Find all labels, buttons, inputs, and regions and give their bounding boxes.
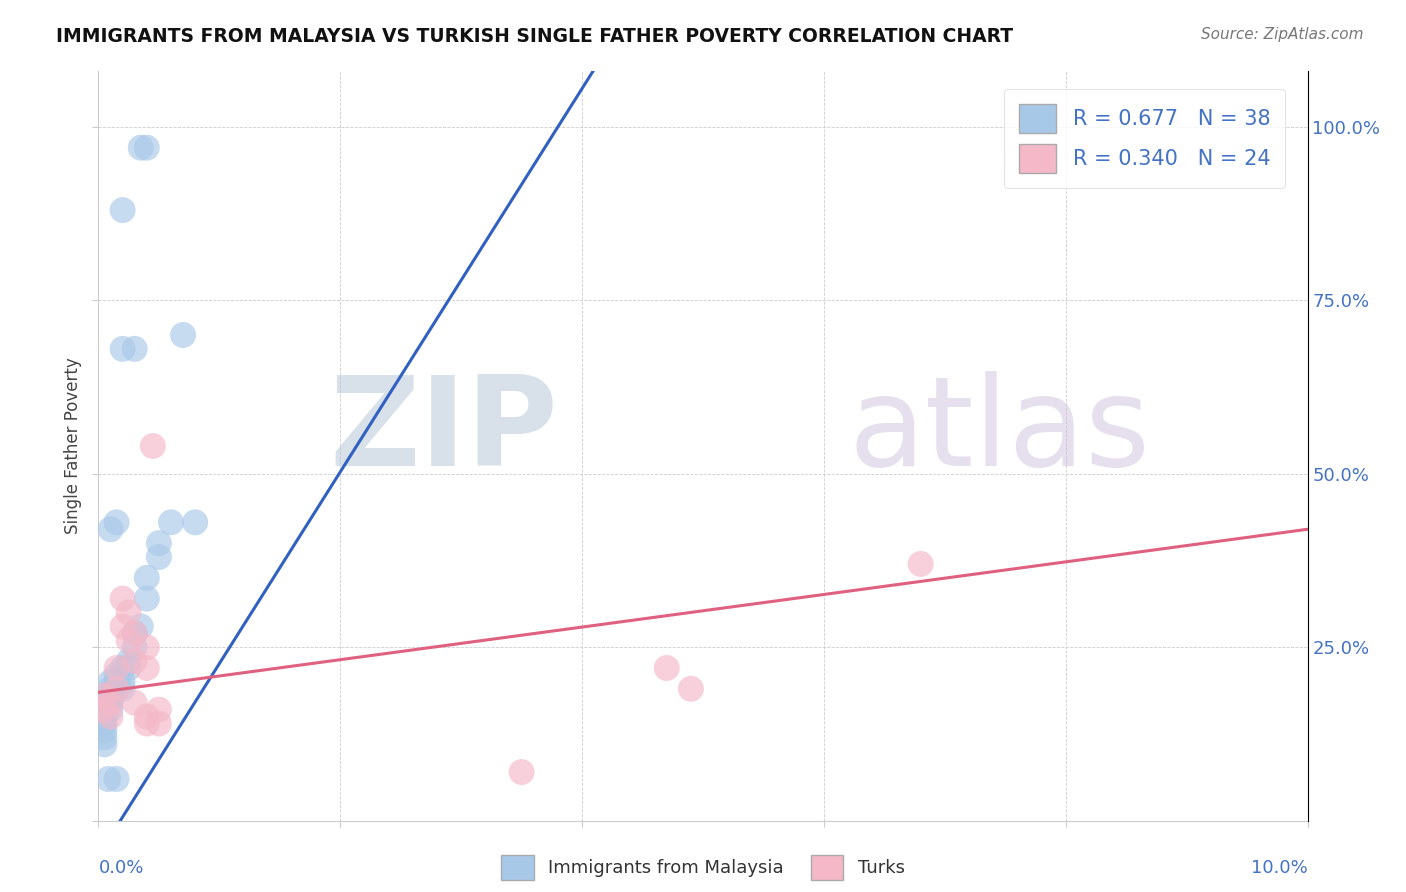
Point	[111, 591, 134, 606]
Point	[100, 674, 122, 689]
Point	[93, 716, 115, 731]
Point	[97, 772, 120, 786]
Point	[100, 709, 122, 723]
Point	[129, 619, 152, 633]
Point	[148, 703, 170, 717]
Point	[93, 737, 115, 751]
Point	[93, 731, 115, 745]
Point	[118, 654, 141, 668]
Point	[100, 689, 122, 703]
Text: IMMIGRANTS FROM MALAYSIA VS TURKISH SINGLE FATHER POVERTY CORRELATION CHART: IMMIGRANTS FROM MALAYSIA VS TURKISH SING…	[56, 27, 1014, 45]
Text: Source: ZipAtlas.com: Source: ZipAtlas.com	[1201, 27, 1364, 42]
Point	[148, 536, 170, 550]
Point	[100, 522, 122, 536]
Point	[93, 709, 115, 723]
Point	[124, 626, 146, 640]
Point	[93, 689, 115, 703]
Point	[118, 661, 141, 675]
Point	[124, 654, 146, 668]
Point	[105, 681, 128, 696]
Point	[93, 703, 115, 717]
Point	[118, 633, 141, 648]
Point	[111, 661, 134, 675]
Point	[111, 619, 134, 633]
Point	[105, 516, 128, 530]
Point	[510, 765, 533, 780]
Point	[100, 703, 122, 717]
Point	[105, 772, 128, 786]
Text: 10.0%: 10.0%	[1251, 859, 1308, 877]
Point	[135, 661, 157, 675]
Point	[148, 549, 170, 564]
Y-axis label: Single Father Poverty: Single Father Poverty	[65, 358, 83, 534]
Point	[184, 516, 207, 530]
Point	[135, 591, 157, 606]
Point	[124, 640, 146, 655]
Point	[93, 723, 115, 738]
Point	[124, 342, 146, 356]
Text: 0.0%: 0.0%	[98, 859, 143, 877]
Point	[100, 696, 122, 710]
Point	[118, 606, 141, 620]
Point	[124, 626, 146, 640]
Point	[93, 689, 115, 703]
Point	[100, 696, 122, 710]
Point	[655, 661, 678, 675]
Point	[172, 328, 194, 343]
Point	[111, 681, 134, 696]
Point	[111, 203, 134, 218]
Point	[910, 557, 932, 571]
Point	[105, 674, 128, 689]
Point	[135, 709, 157, 723]
Text: atlas: atlas	[848, 370, 1150, 491]
Point	[135, 716, 157, 731]
Point	[129, 141, 152, 155]
Point	[100, 681, 122, 696]
Legend: R = 0.677   N = 38, R = 0.340   N = 24: R = 0.677 N = 38, R = 0.340 N = 24	[1004, 89, 1285, 188]
Point	[160, 516, 183, 530]
Point	[111, 674, 134, 689]
Point	[679, 681, 702, 696]
Point	[135, 141, 157, 155]
Point	[135, 640, 157, 655]
Point	[135, 571, 157, 585]
Point	[105, 668, 128, 682]
Point	[148, 716, 170, 731]
Legend: Immigrants from Malaysia, Turks: Immigrants from Malaysia, Turks	[494, 847, 912, 888]
Point	[124, 696, 146, 710]
Text: ZIP: ZIP	[329, 370, 558, 491]
Point	[142, 439, 165, 453]
Point	[105, 661, 128, 675]
Point	[111, 342, 134, 356]
Point	[105, 681, 128, 696]
